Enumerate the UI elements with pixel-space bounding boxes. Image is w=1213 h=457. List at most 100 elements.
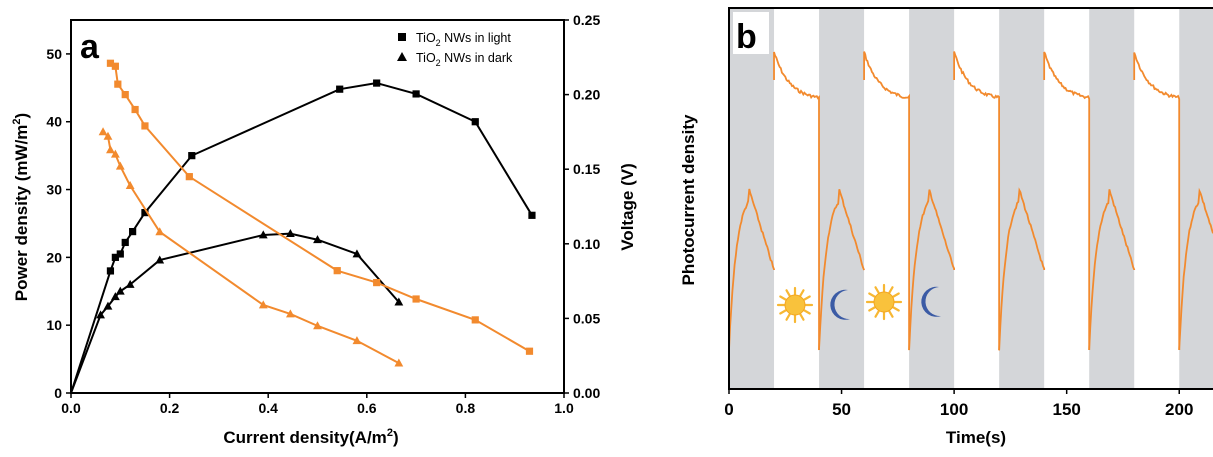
data-point (121, 91, 129, 99)
b-x-tick-label: 100 (940, 400, 968, 419)
b-x-tick-label: 200 (1165, 400, 1193, 419)
data-point (155, 227, 165, 236)
data-point (373, 79, 381, 87)
y-axis-label-close: ) (12, 113, 31, 119)
panel-b-ticks: 0 50 100 150 200 (724, 389, 1193, 419)
legend-triangle-marker (397, 52, 407, 61)
legend-dark-sub: 2 (436, 58, 441, 68)
data-point (141, 209, 149, 217)
data-point (125, 181, 135, 190)
y2-tick-label: 0.00 (573, 385, 600, 401)
legend-light-label: TiO2 NWs in light (416, 31, 511, 48)
data-point (333, 267, 341, 275)
y-axis-label-text: Power density (mW/m (12, 125, 31, 302)
x-tick-label: 0.8 (456, 400, 476, 416)
panel-b-photocurrent-traces (728, 51, 1213, 351)
data-point (188, 152, 196, 160)
data-point (528, 211, 536, 219)
data-point (336, 85, 344, 93)
data-point (412, 295, 420, 303)
data-point (394, 358, 404, 367)
sun-icon (776, 286, 814, 324)
data-point (412, 90, 420, 98)
data-point (131, 105, 139, 114)
series-line-0 (70, 82, 533, 394)
data-point (352, 336, 362, 345)
data-point (106, 267, 115, 275)
data-point (115, 161, 125, 170)
upper-photocurrent-trace (773, 51, 1181, 351)
data-point (110, 149, 120, 158)
b-x-tick-label: 0 (724, 400, 733, 419)
legend-dark-text: TiO (416, 51, 436, 65)
data-point (258, 230, 268, 239)
data-point (285, 309, 295, 318)
data-point (471, 118, 479, 126)
data-point (141, 122, 149, 130)
panel-a-frame (70, 19, 565, 394)
data-point (185, 173, 193, 181)
y-tick-label: 30 (46, 182, 62, 198)
data-point (285, 229, 295, 238)
dark-interval-5 (1179, 8, 1213, 389)
y2-tick-label: 0.20 (573, 87, 600, 103)
data-point (155, 255, 165, 264)
y2-tick-label: 0.10 (573, 236, 600, 252)
data-point (373, 278, 381, 287)
data-point (125, 279, 135, 288)
panel-b-y-axis-label: Photocurrent density (679, 114, 698, 286)
data-point (114, 80, 122, 88)
panel-a-chart: 0.0 0.2 0.4 0.6 0.8 1.0 0 10 20 30 40 50 0.00 0.05 0.1… (11, 12, 637, 447)
y2-tick-label: 0.25 (573, 12, 600, 28)
panel-a-legend: TiO2 NWs in light TiO2 NWs in dark (397, 31, 513, 68)
y-tick-label: 0 (54, 385, 62, 401)
data-point (96, 310, 105, 319)
panel-b-dark-intervals (729, 8, 1213, 389)
x-tick-label: 0.2 (160, 400, 180, 416)
x-axis-label-text: Current density(A/m (223, 428, 386, 447)
data-point (98, 127, 108, 136)
panel-b-light-dark-icons (776, 283, 941, 324)
data-point (106, 145, 115, 154)
x-axis-label-close: ) (393, 428, 399, 447)
moon-icon (830, 289, 850, 320)
b-x-tick-label: 150 (1052, 400, 1080, 419)
panel-a-y-axis-label: Power density (mW/m2) (11, 113, 31, 301)
data-point (313, 235, 322, 244)
panel-a-plot-area (70, 59, 536, 394)
x-tick-label: 1.0 (554, 400, 574, 416)
panel-b-chart: 0 50 100 150 200 b Time(s) Photocurrent dens… (679, 7, 1213, 447)
panel-a-x-axis-label: Current density(A/m2) (223, 427, 398, 447)
data-point (111, 253, 119, 261)
y-tick-label: 50 (46, 46, 62, 62)
data-point (115, 286, 125, 295)
y2-tick-label: 0.05 (573, 310, 600, 326)
legend-light-text: TiO (416, 31, 436, 45)
panel-a-ticks: 0.0 0.2 0.4 0.6 0.8 1.0 0 10 20 30 40 50 0.00 0.05 0.1… (46, 12, 600, 416)
panel-b-frame (728, 7, 1213, 390)
data-point (471, 316, 479, 324)
data-point (352, 249, 362, 258)
legend-light-sub: 2 (436, 38, 441, 48)
data-point (111, 62, 119, 70)
panel-b-letter-bg (733, 12, 769, 54)
legend-dark-rest: NWs in dark (441, 51, 513, 65)
legend-light-rest: NWs in light (441, 31, 512, 45)
b-x-tick-label: 50 (832, 400, 851, 419)
data-point (116, 250, 124, 258)
data-point (103, 301, 113, 310)
lower-photocurrent-trace (728, 187, 1213, 351)
legend-square-marker (398, 33, 406, 41)
y2-tick-label: 0.15 (573, 161, 600, 177)
data-point (525, 347, 534, 355)
panel-a-y2-axis-label: Voltage (V) (618, 163, 637, 251)
y-tick-label: 20 (46, 249, 62, 265)
series-line-3 (102, 131, 400, 365)
x-tick-label: 0.4 (258, 400, 278, 416)
x-tick-label: 0.0 (61, 400, 81, 416)
x-tick-label: 0.6 (357, 400, 377, 416)
data-point (394, 297, 404, 306)
series-line-2 (109, 62, 530, 353)
data-point (129, 227, 137, 236)
